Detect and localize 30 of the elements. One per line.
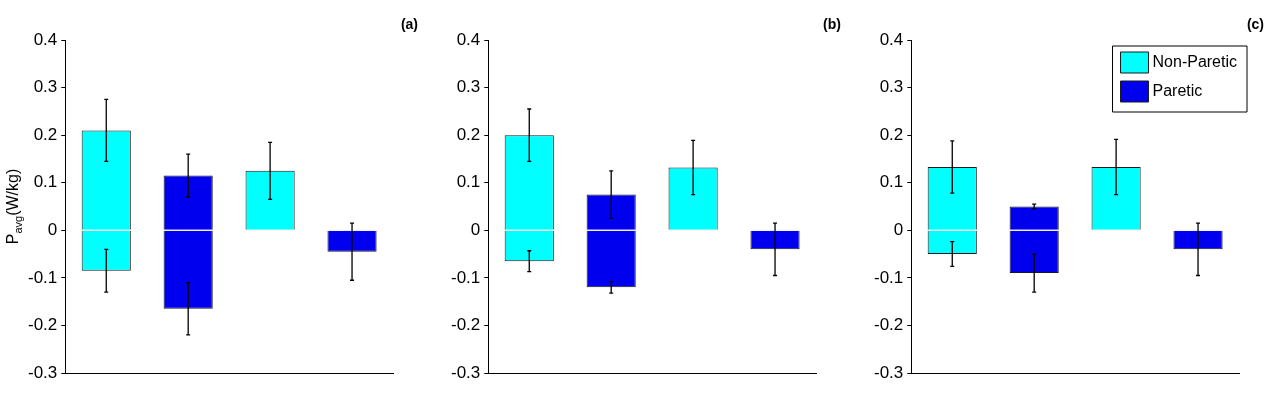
y-tick-label: -0.1 <box>28 267 58 287</box>
y-tick-label: 0.1 <box>456 172 481 192</box>
y-tick-label: 0.3 <box>879 77 904 97</box>
y-tick-label: 0.3 <box>33 77 58 97</box>
legend-label: Paretic <box>1152 82 1203 100</box>
y-tick-label: 0.4 <box>456 29 481 49</box>
chart-title: (b) <box>823 15 841 32</box>
y-tick-label: 0.1 <box>33 172 58 192</box>
y-tick-label: 0 <box>47 219 58 239</box>
chart-title: (a) <box>400 15 418 32</box>
y-axis-title: Pavg(W/kg) <box>4 168 25 245</box>
y-tick-label: 0.4 <box>33 29 58 49</box>
y-tick-label: -0.2 <box>28 315 58 335</box>
y-tick-label: 0 <box>470 219 481 239</box>
y-tick-label: 0.3 <box>456 77 481 97</box>
chart-title: (c) <box>1246 15 1264 32</box>
y-tick-label: 0 <box>893 219 904 239</box>
legend-label: Non-Paretic <box>1152 53 1238 71</box>
y-tick-label: -0.3 <box>28 362 58 382</box>
y-tick-label: -0.2 <box>451 315 481 335</box>
y-tick-label: -0.1 <box>451 267 481 287</box>
y-tick-label: 0.1 <box>879 172 904 192</box>
y-tick-label: 0.2 <box>33 124 58 144</box>
y-tick-label: -0.1 <box>874 267 904 287</box>
y-tick-label: -0.3 <box>451 362 481 382</box>
y-tick-label: 0.4 <box>879 29 904 49</box>
y-tick-label: 0.2 <box>456 124 481 144</box>
y-tick-label: 0.2 <box>879 124 904 144</box>
y-tick-label: -0.3 <box>874 362 904 382</box>
y-tick-label: -0.2 <box>874 315 904 335</box>
